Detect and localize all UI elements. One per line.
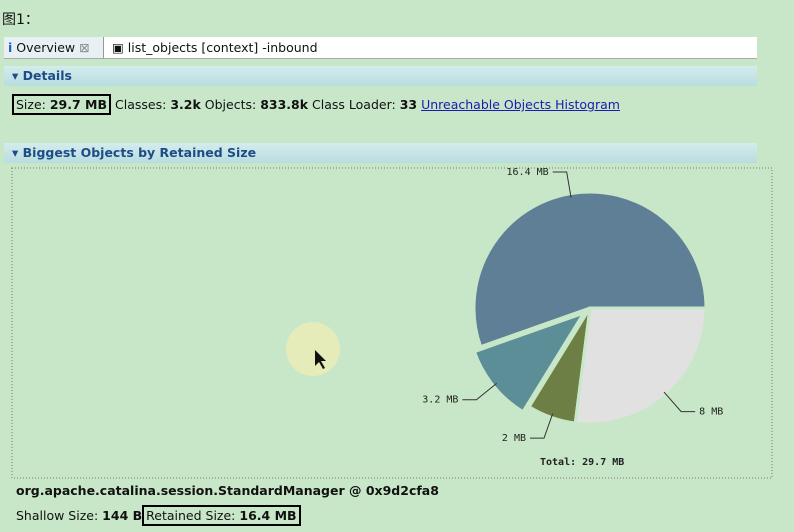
label: Retained Size: [146, 508, 236, 523]
section-title: Biggest Objects by Retained Size [22, 145, 257, 160]
cursor [315, 350, 326, 369]
tab[interactable]: i Overview ⊠ [4, 37, 104, 58]
leader-line [530, 413, 554, 439]
size-line: Shallow Size: 144 B Retained Size: 16.4 M… [16, 505, 301, 526]
label: Class Loader: [312, 97, 396, 112]
label: Classes: [115, 97, 167, 112]
cursor-highlight [286, 322, 340, 376]
total-label: Total: 29.7 MB [540, 457, 624, 468]
slice-label: 16.4 MB [507, 167, 549, 178]
section-title: Details [22, 68, 72, 83]
leader-line [552, 171, 572, 198]
label: Size: [16, 97, 46, 112]
value: 16.4 MB [239, 508, 297, 523]
object-name: org.apache.catalina.session.StandardMana… [16, 483, 439, 498]
slice-label: 8 MB [699, 407, 723, 418]
slice-label: 2 MB [502, 433, 526, 444]
value: 833.8k [260, 97, 309, 112]
pie-slice [573, 306, 708, 426]
tab[interactable]: ▣ list_objects [context] -inbound [112, 40, 318, 55]
retained-box: Retained Size: 16.4 MB [142, 505, 301, 526]
chart-frame [11, 167, 773, 479]
size-box: Size: 29.7 MB [12, 94, 112, 115]
tab-bar: i Overview ⊠ ▣ list_objects [context] -i… [4, 37, 757, 59]
link[interactable]: Unreachable Objects Histogram [421, 97, 620, 112]
tab-label: list_objects [context] -inbound [127, 40, 318, 55]
leader-line [462, 382, 497, 401]
value: 29.7 MB [49, 97, 108, 112]
section-header[interactable]: ▾ Details [4, 66, 757, 86]
label: Objects: [204, 97, 257, 112]
section-header[interactable]: ▾ Biggest Objects by Retained Size [4, 143, 757, 163]
tab-label: Overview [16, 40, 76, 55]
value: 33 [399, 97, 418, 112]
caption: 图1： [2, 12, 39, 28]
value: 3.2k [170, 97, 201, 112]
slice-label: 3.2 MB [422, 395, 458, 406]
value: 144 B [102, 508, 143, 523]
leader-line [663, 391, 696, 413]
label: Shallow Size: [16, 508, 99, 523]
details-line: Size: 29.7 MB Classes: 3.2k Objects: 833… [12, 94, 620, 115]
